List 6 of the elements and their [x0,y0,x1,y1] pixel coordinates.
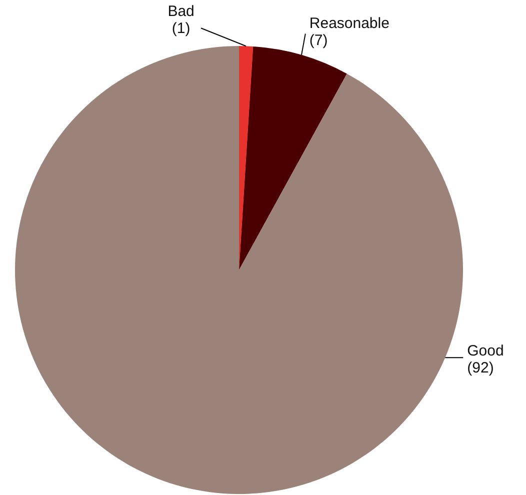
slice-label: Bad [168,3,194,20]
data-label: (92) [467,360,494,377]
slice-label: Reasonable [309,14,390,32]
slice-label: Good [467,342,504,360]
data-label: (7) [309,32,328,49]
data-label: (1) [172,20,190,38]
